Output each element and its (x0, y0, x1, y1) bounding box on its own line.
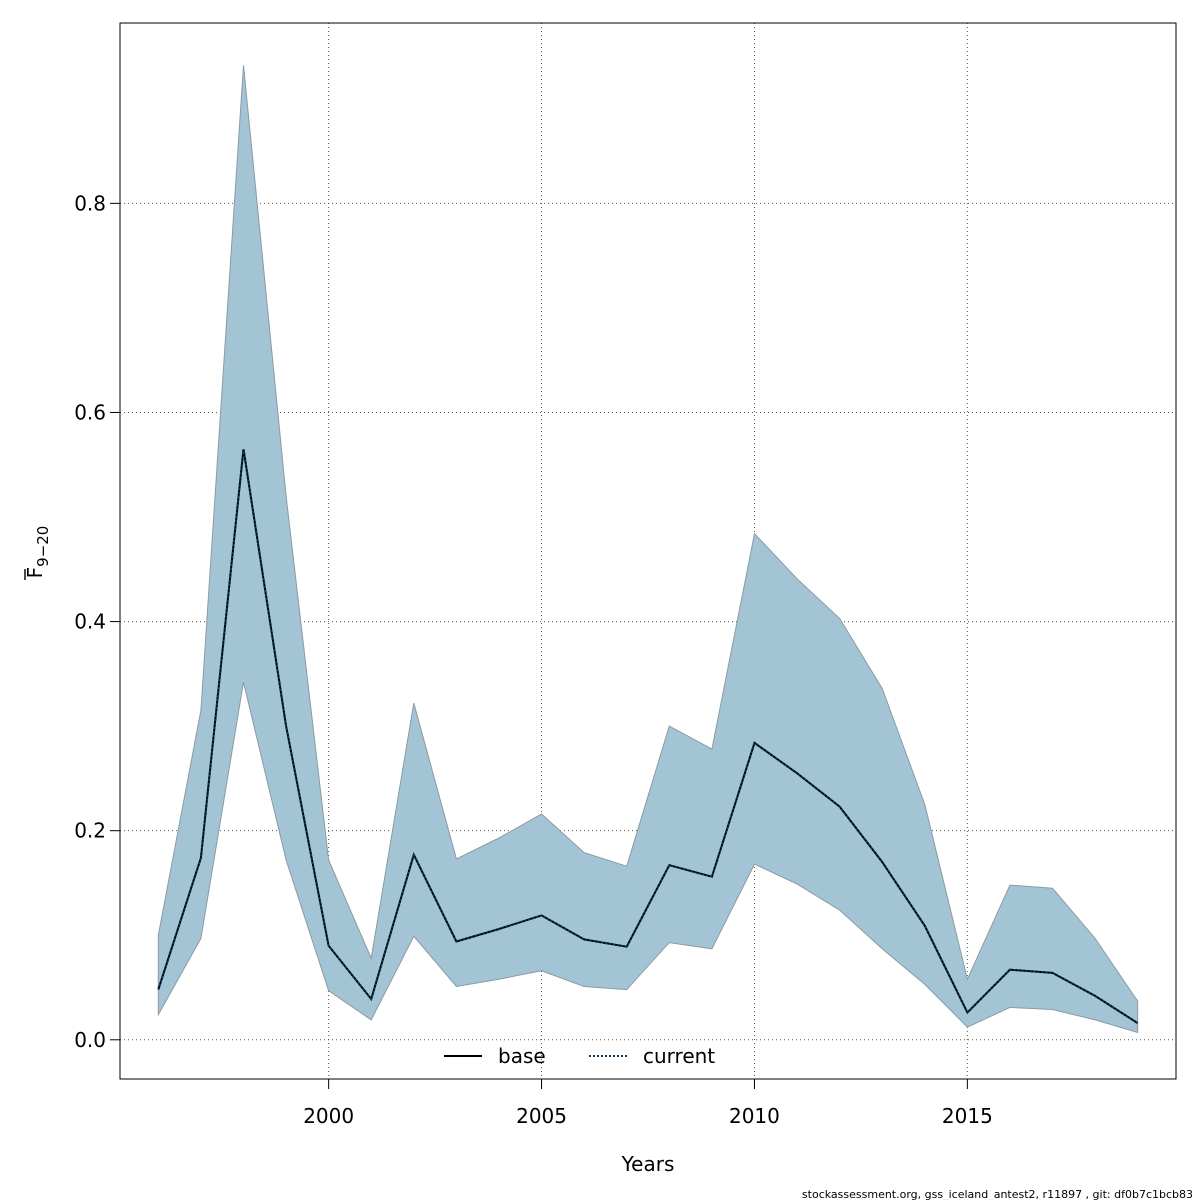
y-axis-title: F9−20 (23, 526, 52, 580)
x-axis-title: Years (621, 1152, 675, 1176)
legend-label-current: current (643, 1044, 715, 1068)
svg-text:F9−20: F9−20 (23, 526, 52, 579)
legend-label-base: base (498, 1044, 546, 1068)
y-tick-label: 0.4 (74, 610, 106, 634)
y-axis-title-main: F (23, 567, 47, 579)
y-tick-label: 0.2 (74, 819, 106, 843)
x-tick-label: 2000 (303, 1104, 354, 1128)
x-axis: 2000 2005 2010 2015 (303, 1079, 993, 1128)
x-tick-label: 2015 (942, 1104, 993, 1128)
y-axis-title-subscript: 9−20 (34, 526, 52, 567)
x-tick-label: 2005 (516, 1104, 567, 1128)
footer-credit: stockassessment.org, gss_iceland_antest2… (802, 1188, 1193, 1200)
y-tick-label: 0.6 (74, 400, 106, 424)
legend: base current (444, 1044, 715, 1068)
series-line-current (157, 448, 1139, 1024)
confidence-band (157, 65, 1139, 1034)
y-tick-label: 0.8 (74, 191, 106, 215)
x-tick-label: 2010 (729, 1104, 780, 1128)
y-axis: 0.0 0.2 0.4 0.6 0.8 (74, 191, 120, 1052)
y-tick-label: 0.0 (74, 1028, 106, 1052)
plot-frame (119, 22, 1177, 1080)
